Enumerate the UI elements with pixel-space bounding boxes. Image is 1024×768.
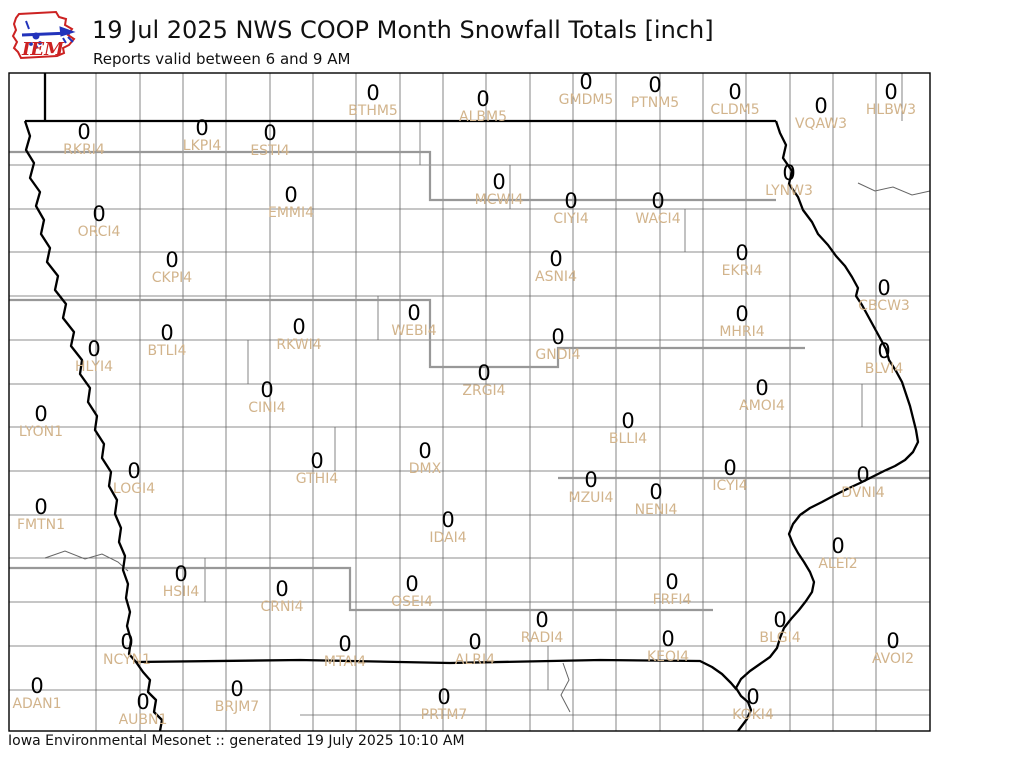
logo-iem-text: IEM xyxy=(22,39,65,60)
weather-vane-icon xyxy=(21,20,76,49)
iowa-outline-icon xyxy=(11,10,76,60)
map-frame xyxy=(8,72,931,732)
header: IEM 19 Jul 2025 NWS COOP Month Snowfall … xyxy=(0,0,1024,72)
state-border-lines xyxy=(23,73,920,732)
iem-logo: IEM xyxy=(6,6,84,66)
page-title: 19 Jul 2025 NWS COOP Month Snowfall Tota… xyxy=(92,16,714,44)
page-subtitle: Reports valid between 6 and 9 AM xyxy=(93,50,351,68)
county-grid-lines xyxy=(9,73,931,731)
footer-credit: Iowa Environmental Mesonet :: generated … xyxy=(8,733,465,749)
